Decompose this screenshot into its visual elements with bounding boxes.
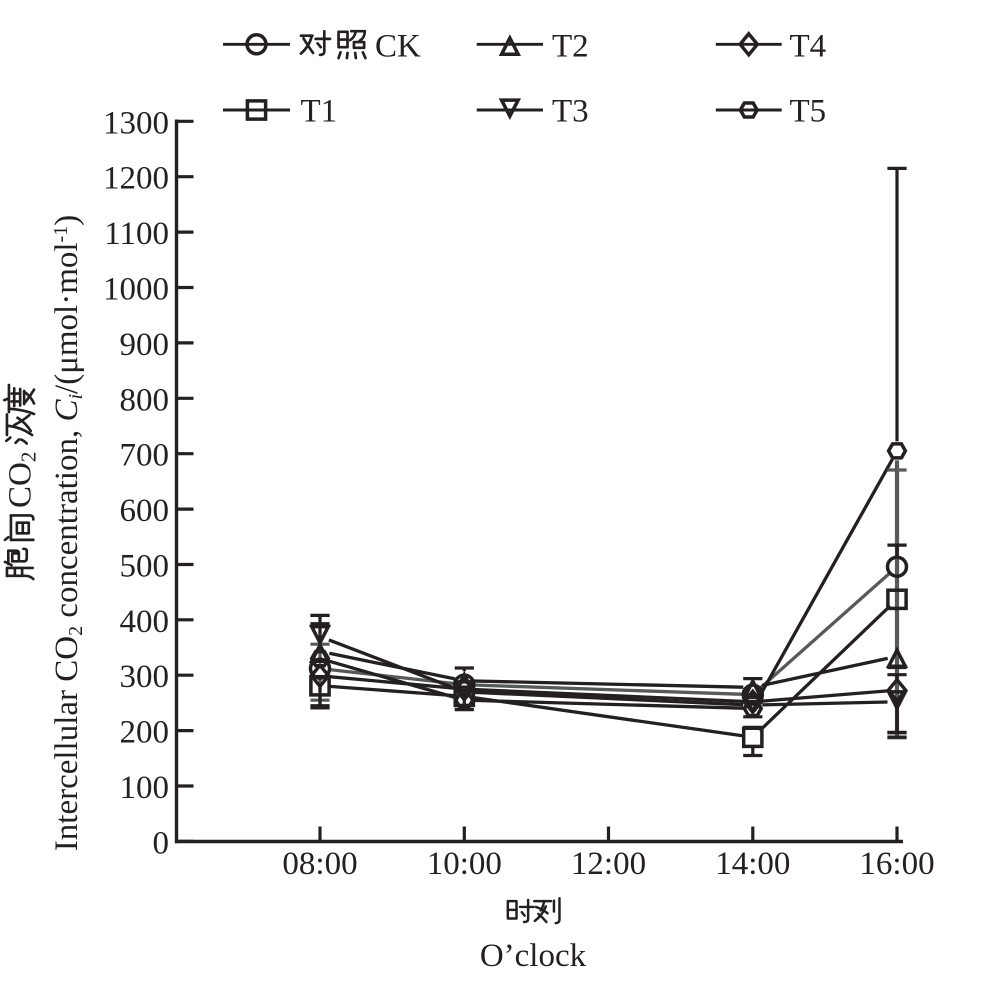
svg-text:700: 700	[120, 438, 170, 474]
svg-text:T3: T3	[552, 94, 589, 130]
svg-text:14:00: 14:00	[715, 846, 790, 882]
svg-text:900: 900	[120, 327, 170, 363]
svg-text:16:00: 16:00	[859, 846, 934, 882]
svg-text:CK: CK	[375, 29, 421, 65]
svg-text:1100: 1100	[104, 216, 169, 252]
svg-text:1000: 1000	[103, 272, 169, 308]
svg-text:0: 0	[153, 825, 170, 861]
svg-text:1300: 1300	[103, 105, 169, 141]
svg-text:100: 100	[120, 770, 170, 806]
svg-text:12:00: 12:00	[571, 846, 646, 882]
svg-text:10:00: 10:00	[427, 846, 502, 882]
svg-text:T5: T5	[790, 94, 827, 130]
svg-text:800: 800	[120, 382, 170, 418]
svg-text:T4: T4	[790, 29, 827, 65]
svg-text:Intercellular CO2 concentratio: Intercellular CO2 concentration, Ci/(μmo…	[49, 215, 87, 851]
svg-text:300: 300	[120, 659, 170, 695]
svg-text:08:00: 08:00	[282, 846, 357, 882]
svg-text:600: 600	[120, 493, 170, 529]
svg-text:200: 200	[120, 715, 170, 751]
svg-text:O’clock: O’clock	[480, 938, 587, 974]
svg-text:T1: T1	[301, 94, 338, 130]
svg-text:500: 500	[120, 549, 170, 585]
svg-text:400: 400	[120, 604, 170, 640]
svg-text:T2: T2	[552, 29, 589, 65]
svg-text:1200: 1200	[103, 161, 169, 197]
